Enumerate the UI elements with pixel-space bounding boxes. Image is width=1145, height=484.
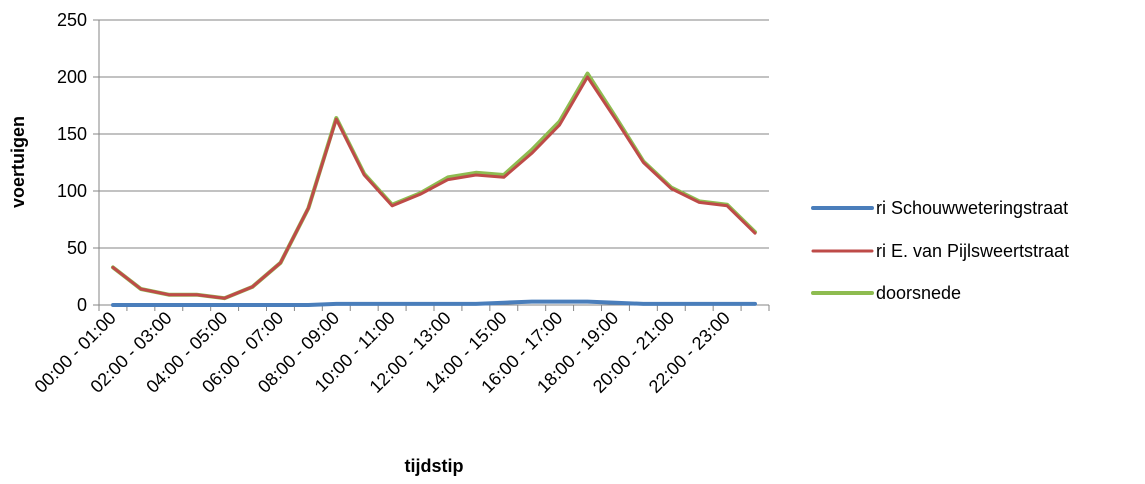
series-line-1 xyxy=(111,75,757,300)
y-tick-label: 150 xyxy=(57,124,87,144)
series-lines xyxy=(111,71,757,307)
y-tick-label: 250 xyxy=(57,10,87,30)
y-tick-label: 100 xyxy=(57,181,87,201)
axes xyxy=(98,20,770,311)
y-tick-labels: 0 50 100 150 200 250 xyxy=(57,10,87,315)
gridlines xyxy=(93,19,769,306)
series-line-0 xyxy=(111,299,757,307)
legend-label: ri Schouwweteringstraat xyxy=(876,198,1068,218)
y-tick-label: 50 xyxy=(67,238,87,258)
x-axis-title: tijdstip xyxy=(405,456,464,476)
y-tick-label: 0 xyxy=(77,295,87,315)
legend-label: ri E. van Pijlsweertstraat xyxy=(876,241,1069,261)
legend-label: doorsnede xyxy=(876,283,961,303)
legend: ri Schouwweteringstraat ri E. van Pijlswe… xyxy=(811,198,1069,303)
y-tick-label: 200 xyxy=(57,67,87,87)
y-axis-title: voertuigen xyxy=(8,116,28,208)
